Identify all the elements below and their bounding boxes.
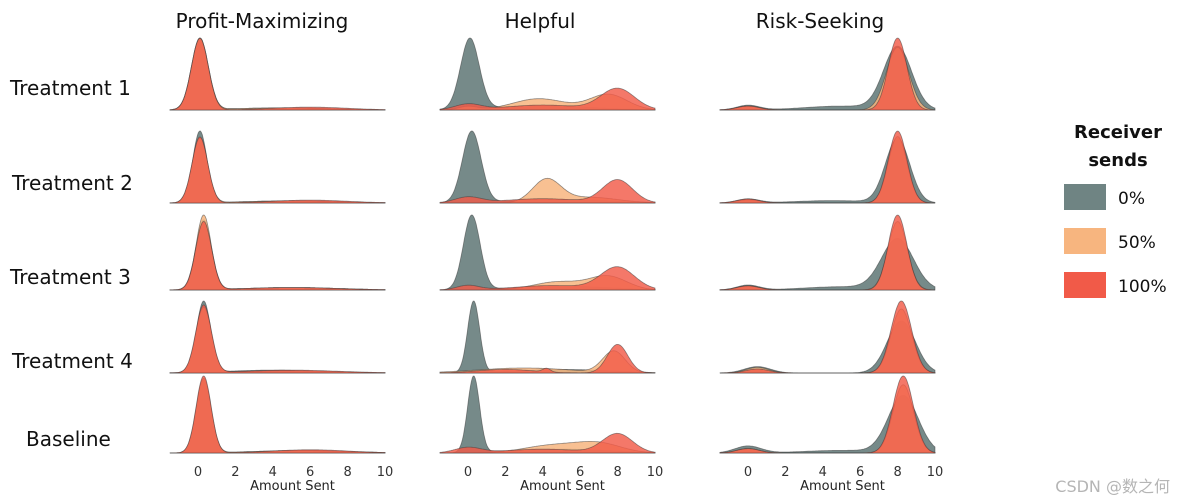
column-title-risk-seeking: Risk-Seeking [756,9,885,33]
column-title-profit-maximizing: Profit-Maximizing [176,9,349,33]
legend-swatch-100pct [1064,272,1106,298]
x-tick-risk-seeking-2: 2 [781,465,789,480]
density-profit-maximizing-treatment-2-100pct [169,136,386,204]
x-tick-helpful-6: 6 [576,465,584,480]
x-axis-title-profit-maximizing: Amount Sent [250,479,335,494]
legend-swatch-0pct [1064,184,1106,210]
row-label-treatment-1: Treatment 1 [9,76,131,100]
x-axis-title-helpful: Amount Sent [520,479,605,494]
legend-title-line1: Receiver [1074,122,1162,143]
legend-label-50pct: 50% [1118,233,1156,253]
density-helpful-treatment-3-100pct [439,266,656,291]
density-helpful-baseline-100pct [439,432,656,454]
legend-label-100pct: 100% [1118,277,1167,297]
legend-title-line2: sends [1088,150,1147,171]
x-tick-profit-maximizing-6: 6 [306,465,314,480]
x-tick-helpful-2: 2 [501,465,509,480]
density-profit-maximizing-treatment-4-100pct [169,304,386,374]
density-helpful-treatment-2-100pct [439,179,656,204]
density-risk-seeking-treatment-1-100pct [719,37,935,111]
x-tick-helpful-0: 0 [464,465,472,480]
density-profit-maximizing-baseline-100pct [170,375,386,454]
x-tick-risk-seeking-10: 10 [927,465,944,480]
x-axes: 0 2 4 6 8 10 Amount Sent 0 2 4 6 8 10 Amount Sent 0 2 4 6… [194,465,943,494]
column-title-helpful: Helpful [505,9,576,33]
x-tick-risk-seeking-4: 4 [819,465,827,480]
x-tick-profit-maximizing-10: 10 [377,465,394,480]
x-tick-helpful-10: 10 [647,465,664,480]
density-helpful-treatment-4-100pct [439,344,656,374]
density-risk-seeking-treatment-2-100pct [719,130,935,204]
density-risk-seeking-treatment-3-100pct [719,214,935,291]
density-panels [169,37,936,454]
x-tick-risk-seeking-8: 8 [893,465,901,480]
x-tick-helpful-4: 4 [539,465,547,480]
row-label-treatment-4: Treatment 4 [11,349,133,373]
row-label-treatment-3: Treatment 3 [9,265,131,289]
legend-swatch-50pct [1064,228,1106,254]
density-risk-seeking-treatment-4-100pct [720,300,936,374]
x-tick-risk-seeking-6: 6 [856,465,864,480]
density-profit-maximizing-treatment-3-100pct [169,221,386,291]
x-tick-profit-maximizing-8: 8 [343,465,351,480]
x-tick-profit-maximizing-4: 4 [269,465,277,480]
row-label-treatment-2: Treatment 2 [11,171,133,195]
density-helpful-treatment-1-100pct [439,87,656,111]
x-tick-profit-maximizing-2: 2 [231,465,239,480]
watermark-text: CSDN @数之何 [1055,477,1170,496]
x-axis-title-risk-seeking: Amount Sent [800,479,885,494]
x-tick-profit-maximizing-0: 0 [194,465,202,480]
x-tick-risk-seeking-0: 0 [744,465,752,480]
legend-label-0pct: 0% [1118,189,1145,209]
density-risk-seeking-baseline-100pct [719,375,936,454]
legend: Receiver sends 0% 50% 100% [1064,122,1167,298]
x-tick-helpful-8: 8 [613,465,621,480]
row-label-baseline: Baseline [26,427,111,451]
density-profit-maximizing-treatment-1-100pct [169,37,386,111]
